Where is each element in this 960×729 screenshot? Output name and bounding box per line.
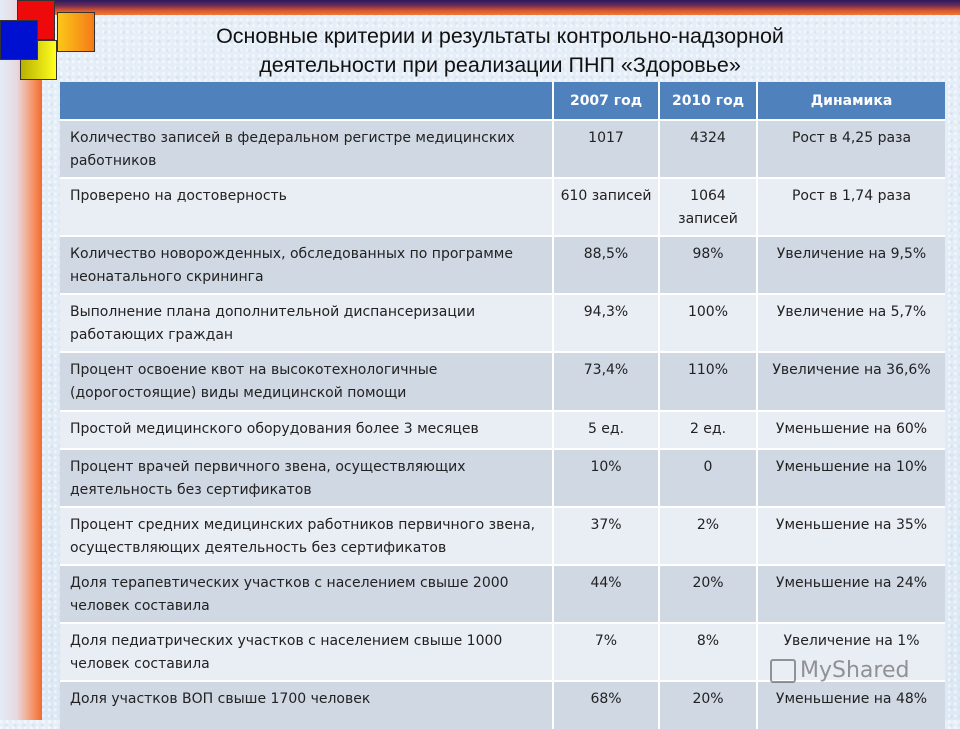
value-2007-cell: 44%: [553, 564, 660, 623]
table-row: Доля терапевтических участков с населени…: [60, 564, 945, 623]
table-row: Проверено на достоверность 610 записей 106…: [60, 177, 945, 236]
value-2007-cell: 10%: [553, 448, 660, 507]
value-2007-cell: 73,4%: [553, 351, 660, 411]
criterion-cell: Процент средних медицинских работников п…: [60, 506, 554, 565]
value-2007-cell: 610 записей: [553, 177, 660, 236]
header-dynamics: Динамика: [757, 82, 945, 120]
value-2007-cell: 94,3%: [553, 293, 660, 352]
value-2010-cell: 2%: [659, 506, 758, 565]
value-2007-cell: 68%: [553, 680, 660, 729]
criterion-cell: Доля участков ВОП свыше 1700 человек: [60, 680, 554, 729]
dynamics-cell: Уменьшение на 24%: [757, 564, 945, 623]
dynamics-cell: Уменьшение на 60%: [757, 410, 945, 449]
table-row: Простой медицинского оборудования более …: [60, 410, 945, 449]
header-2007: 2007 год: [553, 82, 660, 120]
table-row: Доля педиатрических участков с население…: [60, 622, 945, 681]
value-2007-cell: 5 ед.: [553, 410, 660, 449]
value-2007-cell: 37%: [553, 506, 660, 565]
table-row: Процент средних медицинских работников п…: [60, 506, 945, 565]
table-row: Количество новорожденных, обследованных …: [60, 235, 945, 294]
criterion-cell: Количество записей в федеральном регистр…: [60, 119, 554, 178]
dynamics-cell: Рост в 1,74 раза: [757, 177, 945, 236]
value-2010-cell: 98%: [659, 235, 758, 294]
criterion-cell: Количество новорожденных, обследованных …: [60, 235, 554, 294]
table-row: Доля участков ВОП свыше 1700 человек 68% 2…: [60, 680, 945, 729]
dynamics-cell: Увеличение на 5,7%: [757, 293, 945, 352]
table-row: Процент врачей первичного звена, осущест…: [60, 448, 945, 507]
header-criterion: [60, 82, 554, 120]
dynamics-cell: Увеличение на 9,5%: [757, 235, 945, 294]
criterion-cell: Простой медицинского оборудования более …: [60, 410, 554, 449]
title-line-2: деятельности при реализации ПНП «Здоровь…: [259, 53, 741, 77]
table-row: Процент освоение квот на высокотехнологи…: [60, 351, 945, 411]
dynamics-cell: Рост в 4,25 раза: [757, 119, 945, 178]
dynamics-cell: Уменьшение на 10%: [757, 448, 945, 507]
value-2010-cell: 2 ед.: [659, 410, 758, 449]
criterion-cell: Проверено на достоверность: [60, 177, 554, 236]
criterion-cell: Процент врачей первичного звена, осущест…: [60, 448, 554, 507]
dynamics-cell: Увеличение на 1%: [757, 622, 945, 681]
criterion-cell: Выполнение плана дополнительной диспансе…: [60, 293, 554, 352]
value-2007-cell: 88,5%: [553, 235, 660, 294]
blue-square-decoration: [0, 20, 38, 60]
slide-title: Основные критерии и результаты контрольн…: [120, 22, 880, 80]
value-2010-cell: 20%: [659, 680, 758, 729]
orange-square-decoration: [57, 12, 95, 52]
criterion-cell: Доля педиатрических участков с население…: [60, 622, 554, 681]
table-row: Количество записей в федеральном регистр…: [60, 119, 945, 178]
header-2010: 2010 год: [659, 82, 758, 120]
dynamics-cell: Уменьшение на 48%: [757, 680, 945, 729]
value-2010-cell: 4324: [659, 119, 758, 178]
value-2010-cell: 8%: [659, 622, 758, 681]
title-line-1: Основные критерии и результаты контрольн…: [216, 24, 784, 48]
dynamics-cell: Уменьшение на 35%: [757, 506, 945, 565]
table-row: Выполнение плана дополнительной диспансе…: [60, 293, 945, 352]
criteria-table: 2007 год 2010 год Динамика Количество за…: [60, 82, 945, 729]
value-2010-cell: 100%: [659, 293, 758, 352]
dynamics-cell: Увеличение на 36,6%: [757, 351, 945, 411]
value-2007-cell: 7%: [553, 622, 660, 681]
value-2010-cell: 110%: [659, 351, 758, 411]
criterion-cell: Доля терапевтических участков с населени…: [60, 564, 554, 623]
value-2007-cell: 1017: [553, 119, 660, 178]
value-2010-cell: 1064 записей: [659, 177, 758, 236]
table-header-row: 2007 год 2010 год Динамика: [60, 82, 945, 120]
criterion-cell: Процент освоение квот на высокотехнологи…: [60, 351, 554, 411]
left-decorative-stripe: [0, 0, 42, 720]
value-2010-cell: 20%: [659, 564, 758, 623]
value-2010-cell: 0: [659, 448, 758, 507]
top-decorative-stripe: [0, 0, 960, 15]
